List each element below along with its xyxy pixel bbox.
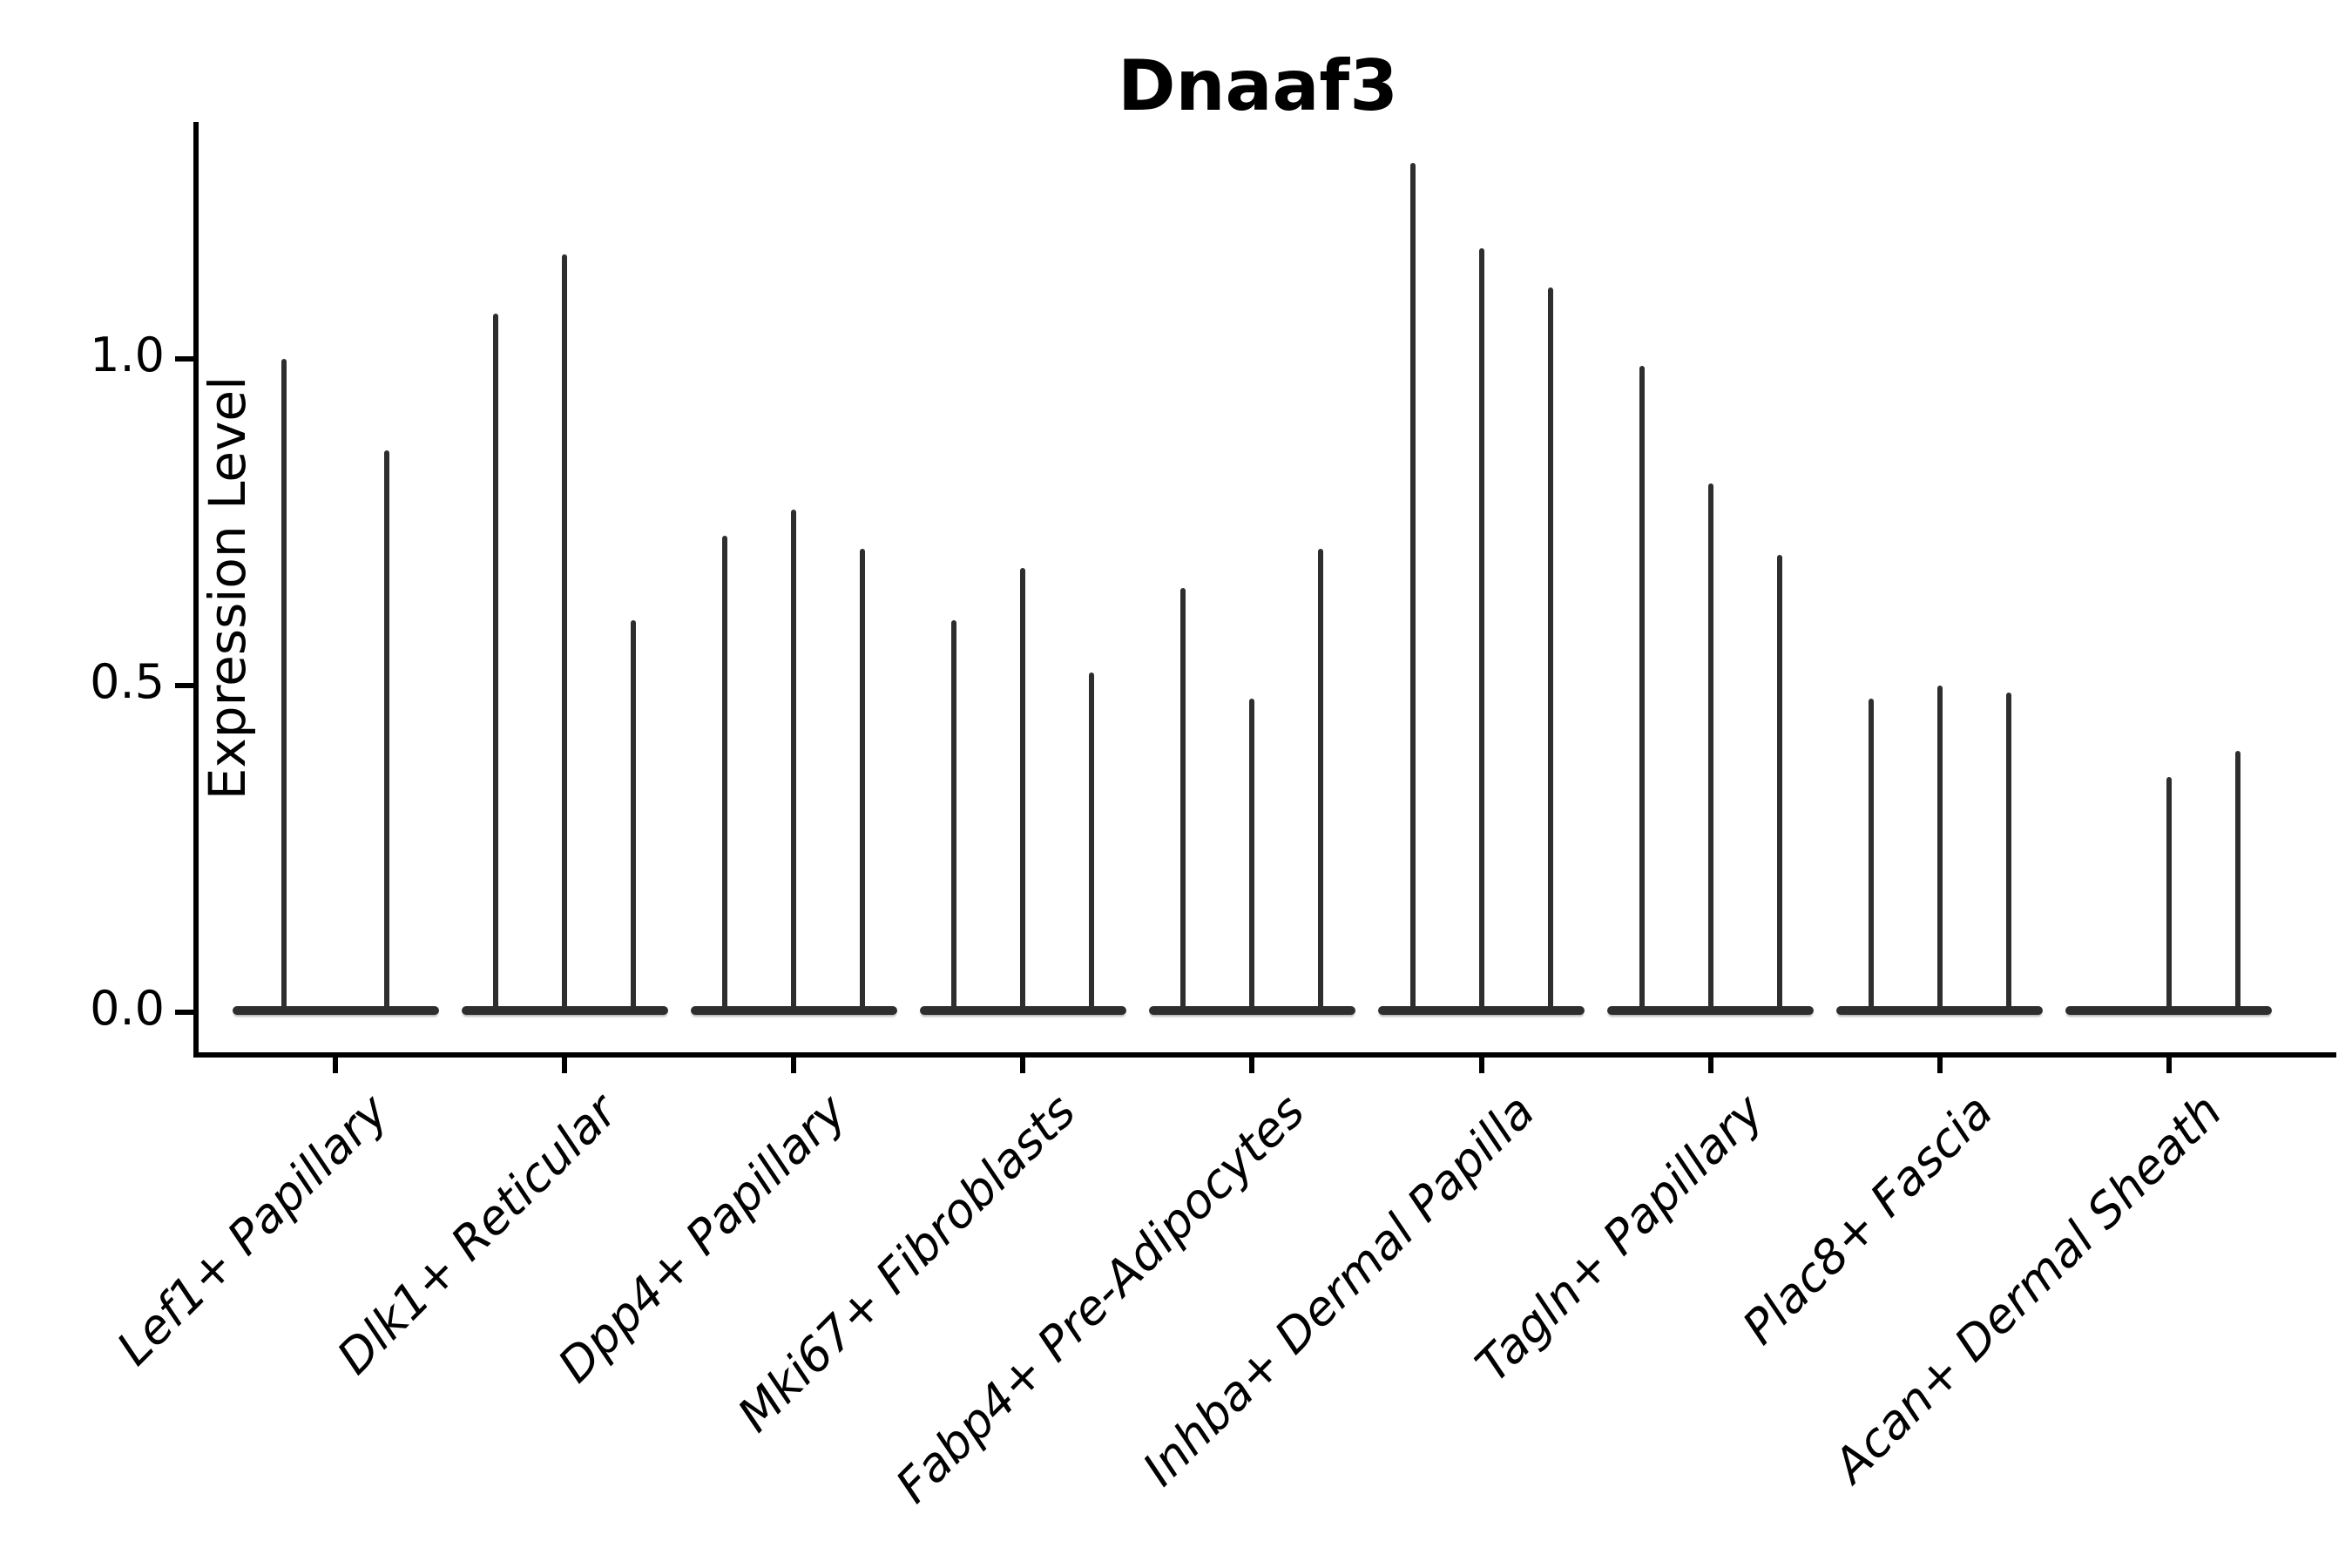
violin-spike: [631, 620, 637, 1014]
violin-spike: [1547, 287, 1553, 1014]
y-tick-mark: [175, 683, 196, 688]
y-axis-label: Expression Level: [198, 375, 258, 801]
y-tick-label: 0.0: [90, 981, 165, 1036]
x-tick-mark: [791, 1054, 797, 1073]
y-axis-line: [193, 122, 199, 1057]
violin-spike: [1249, 699, 1255, 1014]
violin-spike: [1180, 587, 1186, 1014]
x-tick-mark: [1478, 1054, 1484, 1073]
y-tick-label: 1.0: [90, 328, 165, 382]
violin-spike: [1639, 365, 1645, 1014]
violin-spike: [1776, 555, 1782, 1014]
x-tick-mark: [1249, 1054, 1255, 1073]
violin-spike: [1478, 247, 1484, 1014]
violin-spike: [722, 535, 728, 1014]
violin-spike: [860, 548, 866, 1014]
x-tick-mark: [1707, 1054, 1713, 1073]
violin-spike: [1868, 699, 1874, 1014]
violin-spike: [1089, 672, 1095, 1014]
x-axis-line: [193, 1052, 2336, 1058]
violin-spike: [280, 359, 287, 1014]
violin-spike: [1936, 686, 1943, 1014]
violin-spike: [2005, 692, 2011, 1014]
chart-title: Dnaaf3: [1118, 45, 1398, 126]
y-tick-label: 0.5: [90, 654, 165, 709]
violin-spike: [1707, 483, 1713, 1014]
violin-spike: [1020, 568, 1026, 1014]
x-tick-mark: [333, 1054, 338, 1073]
violin-spike: [493, 313, 499, 1014]
violin-spike: [2234, 751, 2240, 1014]
violin-base: [232, 1006, 439, 1015]
x-tick-mark: [1020, 1054, 1026, 1073]
y-tick-mark: [175, 356, 196, 362]
y-tick-mark: [175, 1010, 196, 1015]
violin-spike: [1318, 548, 1324, 1014]
violin-spike: [562, 254, 568, 1014]
violin-spike: [2166, 777, 2172, 1014]
x-tick-mark: [562, 1054, 568, 1073]
violin-spike: [791, 509, 797, 1014]
x-tick-mark: [1936, 1054, 1943, 1073]
violin-spike: [1409, 163, 1416, 1014]
violin-spike: [951, 620, 957, 1014]
violin-spike: [384, 450, 390, 1014]
x-tick-mark: [2166, 1054, 2172, 1073]
